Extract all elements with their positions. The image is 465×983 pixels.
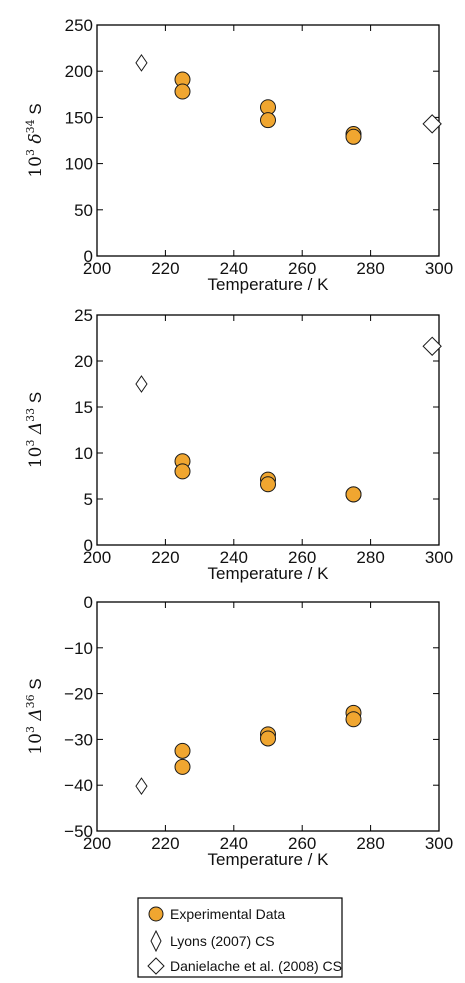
data-point-experimental bbox=[260, 476, 276, 493]
x-tick-label: 280 bbox=[356, 834, 384, 853]
x-tick-label: 260 bbox=[288, 834, 316, 853]
y-axis-label-part: 10 bbox=[26, 447, 46, 469]
y-tick-label: −10 bbox=[64, 639, 93, 658]
x-tick-label: 240 bbox=[220, 548, 248, 567]
x-tick-label: 240 bbox=[220, 259, 248, 278]
data-point-lyons bbox=[135, 777, 148, 795]
legend-marker-danielache bbox=[147, 957, 165, 975]
y-tick-label: 0 bbox=[84, 593, 93, 612]
y-tick-label: −20 bbox=[64, 685, 93, 704]
y-axis-label-part: Δ bbox=[26, 422, 46, 440]
data-point-experimental bbox=[174, 83, 191, 100]
x-tick-label: 200 bbox=[83, 834, 111, 853]
x-tick-label: 260 bbox=[288, 548, 316, 567]
y-tick-label: 20 bbox=[74, 352, 93, 371]
y-axis-label-part: 3 bbox=[24, 440, 37, 447]
data-point-danielache bbox=[422, 336, 442, 356]
x-tick-label: 300 bbox=[425, 834, 453, 853]
y-tick-label: −30 bbox=[64, 730, 93, 749]
data-point-lyons bbox=[135, 375, 148, 393]
data-point-experimental bbox=[260, 730, 276, 747]
x-tick-label: 220 bbox=[151, 259, 179, 278]
y-axis-label-part: 36 bbox=[24, 694, 37, 708]
y-tick-label: 50 bbox=[74, 201, 93, 220]
y-axis-label-part: 34 bbox=[24, 119, 37, 133]
y-axis-label-part: 10 bbox=[26, 733, 46, 755]
legend-label-lyons: Lyons (2007) CS bbox=[170, 933, 275, 949]
x-tick-label: 260 bbox=[288, 259, 316, 278]
data-point-danielache bbox=[422, 114, 442, 134]
x-tick-label: 300 bbox=[425, 548, 453, 567]
legend: Experimental Data Lyons (2007) CS Daniel… bbox=[137, 897, 343, 978]
chart-panel-2: 200 220 240 260 280 300 0 5 10 15 20 25 Temperature … bbox=[24, 306, 453, 583]
y-axis-label-part: 3 bbox=[24, 149, 37, 156]
data-point-lyons bbox=[135, 54, 148, 72]
y-axis-label: 103 Δ36 S bbox=[24, 678, 46, 754]
legend-marker-experimental bbox=[148, 906, 164, 922]
y-tick-label: 10 bbox=[74, 444, 93, 463]
y-axis-label: 103 Δ33 S bbox=[24, 392, 46, 468]
legend-label-danielache: Danielache et al. (2008) CS bbox=[170, 958, 342, 974]
y-axis-label-part: δ bbox=[26, 133, 46, 149]
data-point-experimental bbox=[174, 758, 191, 775]
y-tick-label: −40 bbox=[64, 776, 93, 795]
data-point-experimental bbox=[345, 128, 362, 145]
y-axis-label-part: S bbox=[26, 678, 45, 694]
y-tick-label: 200 bbox=[65, 62, 93, 81]
data-point-experimental bbox=[260, 112, 276, 129]
y-axis-label: 103 δ34 S bbox=[24, 103, 46, 177]
data-point-experimental bbox=[174, 463, 191, 480]
y-tick-label: 0 bbox=[84, 536, 93, 555]
x-tick-label: 200 bbox=[83, 259, 111, 278]
data-point-experimental bbox=[345, 486, 362, 503]
y-axis-label-part: 3 bbox=[24, 726, 37, 733]
chart-panel-1: 200 220 240 260 280 300 0 50 100 150 200 250 Tempera… bbox=[24, 16, 453, 294]
y-axis-label-part: S bbox=[26, 392, 45, 408]
data-point-experimental bbox=[174, 742, 191, 759]
y-tick-label: −50 bbox=[64, 822, 93, 841]
plot-frame bbox=[96, 314, 440, 546]
y-tick-label: 0 bbox=[84, 247, 93, 266]
y-axis-label-part: Δ bbox=[26, 708, 46, 726]
x-axis-label: Temperature / K bbox=[208, 564, 330, 583]
x-axis-label: Temperature / K bbox=[208, 850, 330, 869]
y-tick-label: 250 bbox=[65, 16, 93, 35]
y-tick-label: 15 bbox=[74, 398, 93, 417]
x-tick-label: 200 bbox=[83, 548, 111, 567]
data-point-experimental bbox=[345, 711, 362, 728]
x-tick-label: 280 bbox=[356, 259, 384, 278]
y-axis-label-part: 33 bbox=[24, 408, 37, 422]
plot-frame bbox=[96, 24, 440, 257]
x-tick-label: 240 bbox=[220, 834, 248, 853]
x-axis-label: Temperature / K bbox=[208, 275, 330, 294]
x-tick-label: 220 bbox=[151, 834, 179, 853]
y-tick-label: 5 bbox=[84, 490, 93, 509]
x-tick-label: 280 bbox=[356, 548, 384, 567]
y-tick-label: 100 bbox=[65, 155, 93, 174]
legend-label-experimental: Experimental Data bbox=[170, 906, 285, 922]
plot-frame bbox=[96, 601, 440, 832]
y-tick-label: 150 bbox=[65, 108, 93, 127]
y-axis-label-part: S bbox=[26, 103, 45, 119]
x-tick-label: 220 bbox=[151, 548, 179, 567]
y-axis-label-part: 10 bbox=[26, 156, 46, 178]
y-tick-label: 25 bbox=[74, 306, 93, 325]
x-tick-label: 300 bbox=[425, 259, 453, 278]
legend-marker-lyons bbox=[150, 929, 162, 953]
legend-frame bbox=[137, 897, 343, 978]
chart-panel-3: 200 220 240 260 280 300 0 −10 −20 −30 −40 −50 Temper… bbox=[24, 593, 453, 869]
